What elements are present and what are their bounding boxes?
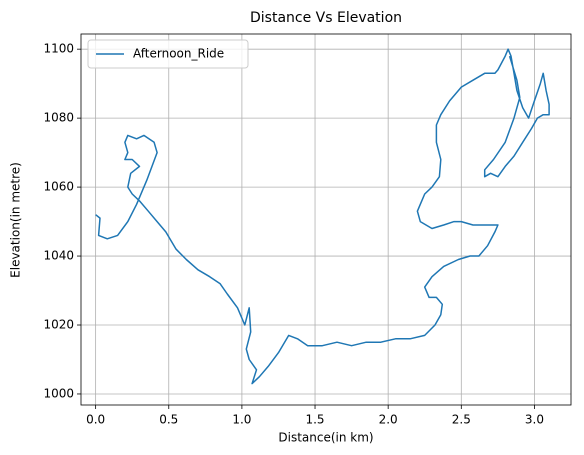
data-line bbox=[95, 48, 550, 385]
y-tick-label: 1060 bbox=[43, 180, 74, 194]
chart-title: Distance Vs Elevation bbox=[250, 10, 402, 26]
y-tick-label: 1020 bbox=[43, 318, 74, 332]
legend-box bbox=[87, 39, 249, 69]
x-tick-label: 1.0 bbox=[232, 413, 251, 427]
x-tick-label: 3.0 bbox=[525, 413, 544, 427]
x-tick-label: 0.0 bbox=[86, 413, 105, 427]
legend-label: Afternoon_Ride bbox=[133, 47, 224, 61]
y-tick-label: 1000 bbox=[43, 386, 74, 400]
x-tick-label: 1.5 bbox=[305, 413, 324, 427]
axes-frame bbox=[80, 33, 572, 406]
x-tick-label: 2.5 bbox=[452, 413, 471, 427]
x-tick-label: 2.0 bbox=[379, 413, 398, 427]
y-tick-label: 1100 bbox=[43, 42, 74, 56]
x-tick-label: 0.5 bbox=[159, 413, 178, 427]
x-axis-label: Distance(in km) bbox=[278, 431, 373, 445]
y-tick-label: 1040 bbox=[43, 249, 74, 263]
y-tick-label: 1080 bbox=[43, 111, 74, 125]
y-axis-label: Elevation(in metre) bbox=[9, 162, 23, 278]
